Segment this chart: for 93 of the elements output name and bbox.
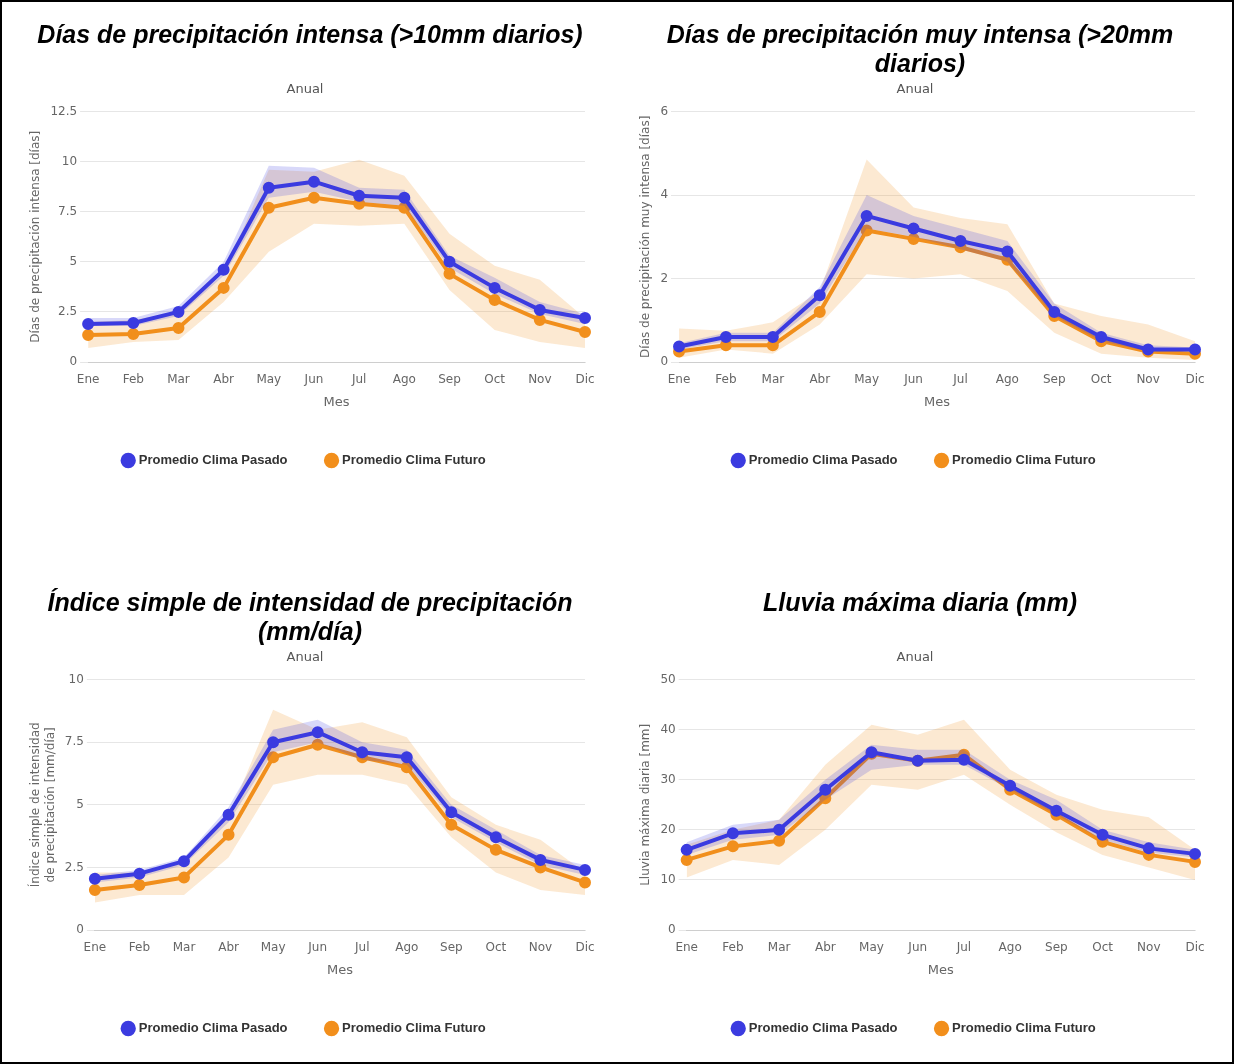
y-axis-title: Días de precipitación muy intensa [días] — [638, 115, 653, 358]
x-tick-label: Feb — [722, 940, 744, 955]
x-tick-label: Ene — [83, 940, 107, 955]
y-tick-label: 2.5 — [64, 859, 84, 874]
x-tick-label: Oct — [1092, 940, 1114, 955]
x-tick-label: Mar — [172, 940, 196, 955]
x-tick-label: Mar — [767, 940, 791, 955]
x-tick-label: Ago — [395, 940, 419, 955]
y-tick-label: 5 — [76, 796, 84, 811]
x-tick-label: Sep — [438, 372, 461, 387]
x-tick-label: Oct — [485, 940, 507, 955]
y-tick-label: 0 — [69, 354, 78, 369]
legend-label: Promedio Clima Pasado — [748, 452, 898, 468]
x-tick-label: Jun — [303, 372, 324, 387]
x-tick-label: Feb — [122, 372, 144, 387]
y-axis-title: Lluvia máxima diaria [mm] — [638, 723, 653, 886]
x-tick-label: Jul — [952, 372, 968, 387]
x-tick-label: Abr — [809, 372, 831, 387]
y-tick-label: 4 — [660, 187, 669, 202]
x-tick-label: Feb — [128, 940, 151, 955]
y-tick-label: 0 — [660, 354, 669, 369]
y-axis-title: Índice simple de intensidad de precipitación [mm/día] — [27, 722, 57, 888]
x-tick-label: Mar — [761, 372, 785, 387]
x-tick-label: Jun — [903, 372, 923, 387]
y-tick-label: 0 — [668, 922, 676, 937]
legend-label: Promedio Clima Pasado — [748, 1020, 898, 1036]
x-tick-label: May — [854, 372, 880, 387]
x-tick-label: Sep — [1042, 372, 1066, 387]
y-tick-label: 6 — [660, 103, 669, 118]
x-tick-label: Jul — [350, 372, 367, 387]
x-tick-label: Dic — [575, 372, 595, 387]
y-tick-label: 10 — [61, 153, 78, 168]
x-tick-label: Sep — [440, 940, 463, 955]
x-tick-label: Ago — [392, 372, 416, 387]
chart-subtitle: Anual — [286, 81, 324, 97]
x-axis-title: Mes — [924, 393, 951, 409]
y-tick-label: 30 — [660, 771, 676, 786]
y-tick-label: 0 — [76, 922, 84, 937]
legend-label: Promedio Clima Pasado — [138, 1020, 288, 1036]
x-tick-label: Dic — [575, 940, 595, 955]
y-tick-label: 40 — [660, 721, 676, 736]
x-tick-label: Nov — [1136, 372, 1160, 387]
x-tick-label: Dic — [1185, 940, 1205, 955]
legend-label: Promedio Clima Futuro — [952, 452, 1096, 468]
x-tick-label: Jun — [907, 940, 928, 955]
y-tick-label: 50 — [660, 671, 676, 686]
x-axis-title: Mes — [323, 393, 350, 409]
chart-title: Índice simple de intensidad de precipitación (mm/día) — [46, 588, 574, 647]
y-tick-label: 12.5 — [50, 103, 78, 118]
chart-subtitle: Anual — [896, 81, 934, 97]
x-tick-label: Ago — [995, 372, 1019, 387]
x-tick-label: Nov — [528, 372, 552, 387]
y-tick-label: 5 — [69, 253, 78, 268]
x-tick-label: Abr — [213, 372, 235, 387]
chart-subtitle: Anual — [286, 649, 324, 665]
y-tick-label: 20 — [660, 821, 676, 836]
y-tick-label: 10 — [68, 671, 84, 686]
x-tick-label: Abr — [218, 940, 239, 955]
x-tick-label: May — [256, 372, 282, 387]
x-tick-label: Mar — [167, 372, 190, 387]
legend-label: Promedio Clima Pasado — [138, 452, 288, 468]
x-tick-label: Nov — [1137, 940, 1161, 955]
x-tick-label: Oct — [484, 372, 506, 387]
x-tick-label: Oct — [1090, 372, 1112, 387]
chart-title: Días de precipitación muy intensa (>20mm diarios) — [665, 20, 1175, 79]
x-tick-label: Jul — [353, 940, 370, 955]
y-tick-label: 2.5 — [58, 304, 78, 319]
x-axis-title: Mes — [927, 961, 955, 977]
x-tick-label: May — [859, 940, 884, 955]
y-tick-label: 7.5 — [58, 203, 78, 218]
x-tick-label: Ene — [675, 940, 698, 955]
x-tick-label: May — [260, 940, 286, 955]
chart-title: Lluvia máxima diaria (mm) — [762, 588, 1078, 618]
x-axis-title: Mes — [326, 961, 354, 977]
chart-subtitle: Anual — [896, 649, 934, 665]
x-tick-label: Abr — [814, 940, 836, 955]
x-tick-label: Ene — [76, 372, 100, 387]
y-axis-title: Días de precipitación intensa [días] — [28, 130, 43, 343]
y-tick-label: 10 — [660, 872, 676, 887]
legend-label: Promedio Clima Futuro — [952, 1020, 1096, 1036]
x-tick-label: Jul — [955, 940, 972, 955]
y-tick-label: 7.5 — [64, 734, 84, 749]
x-tick-label: Feb — [715, 372, 737, 387]
x-tick-label: Nov — [528, 940, 553, 955]
x-tick-label: Dic — [1185, 372, 1205, 387]
legend-label: Promedio Clima Futuro — [342, 452, 486, 468]
chart-title: Días de precipitación intensa (>10mm diarios) — [36, 20, 584, 50]
x-tick-label: Jun — [307, 940, 328, 955]
legend-label: Promedio Clima Futuro — [342, 1020, 486, 1036]
x-tick-label: Sep — [1045, 940, 1068, 955]
y-tick-label: 2 — [660, 270, 669, 285]
x-tick-label: Ago — [998, 940, 1022, 955]
x-tick-label: Ene — [667, 372, 691, 387]
